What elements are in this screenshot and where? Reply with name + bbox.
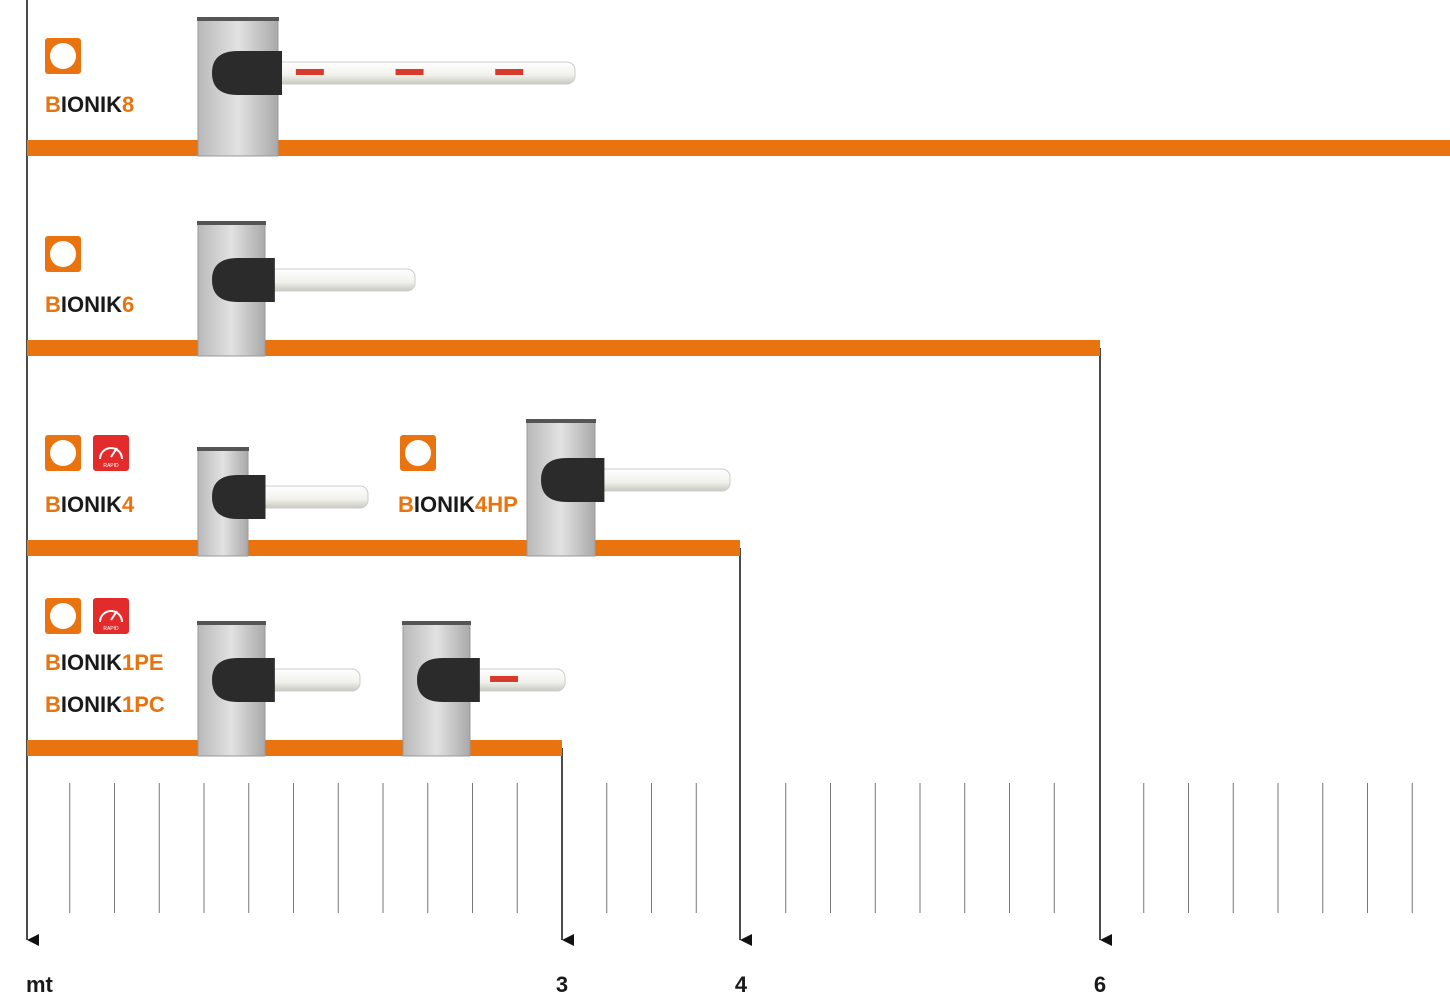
product-name: BIONIK1PC bbox=[45, 692, 165, 717]
feature-icon bbox=[400, 435, 436, 471]
scale-label: 6 bbox=[1094, 972, 1106, 997]
name-part: 6 bbox=[122, 292, 134, 317]
arm-reflector bbox=[490, 676, 519, 682]
barrier-cap bbox=[402, 621, 471, 625]
feature-icon bbox=[45, 435, 81, 471]
barrier-motor bbox=[212, 258, 275, 302]
barrier-motor bbox=[541, 458, 605, 502]
name-part: B bbox=[398, 492, 414, 517]
name-part: B bbox=[45, 650, 61, 675]
icon-bg bbox=[93, 435, 129, 471]
icon-circle bbox=[50, 241, 76, 267]
rapid-icon: RAPID bbox=[93, 598, 129, 634]
length-bar bbox=[27, 540, 740, 556]
icon-bg bbox=[93, 598, 129, 634]
name-part: IONIK bbox=[61, 692, 122, 717]
length-bar bbox=[27, 740, 562, 756]
name-part: IONIK bbox=[61, 92, 122, 117]
badge-text: RAPID bbox=[103, 626, 119, 632]
barrier-image bbox=[197, 17, 576, 157]
barrier-image bbox=[197, 221, 416, 357]
barrier-motor bbox=[417, 658, 480, 702]
rapid-icon: RAPID bbox=[93, 435, 129, 471]
name-part: IONIK bbox=[61, 492, 122, 517]
feature-icon bbox=[45, 38, 81, 74]
length-bar bbox=[27, 340, 1100, 356]
barrier-cap bbox=[197, 447, 249, 451]
name-part: B bbox=[45, 92, 61, 117]
product-name: BIONIK6 bbox=[45, 292, 134, 317]
name-part: B bbox=[45, 492, 61, 517]
gauge-needle bbox=[110, 610, 118, 621]
name-part: 1PE bbox=[122, 650, 164, 675]
arm-reflector bbox=[295, 69, 324, 75]
scale-label: 3 bbox=[556, 972, 568, 997]
length-bar bbox=[27, 140, 1450, 156]
gauge bbox=[99, 447, 123, 460]
icon-circle bbox=[50, 603, 76, 629]
barrier-image bbox=[197, 447, 369, 557]
barrier-cap bbox=[526, 419, 596, 423]
icon-circle bbox=[50, 440, 76, 466]
scale-unit: mt bbox=[26, 972, 54, 997]
barrier-cap bbox=[197, 17, 279, 21]
product-name: BIONIK8 bbox=[45, 92, 134, 117]
name-part: B bbox=[45, 692, 61, 717]
gauge bbox=[99, 610, 123, 623]
feature-icon bbox=[45, 236, 81, 272]
name-part: IONIK bbox=[414, 492, 475, 517]
product-name: BIONIK1PE bbox=[45, 650, 164, 675]
product-name: BIONIK4 bbox=[45, 492, 135, 517]
barrier-image bbox=[197, 621, 361, 757]
arm-reflector bbox=[495, 69, 524, 75]
name-part: IONIK bbox=[61, 650, 122, 675]
barrier-motor bbox=[212, 658, 275, 702]
barrier-image bbox=[526, 419, 731, 557]
name-part: B bbox=[45, 292, 61, 317]
name-part: 4HP bbox=[475, 492, 518, 517]
barrier-image bbox=[402, 621, 566, 757]
icon-circle bbox=[50, 43, 76, 69]
barrier-cap bbox=[197, 621, 266, 625]
gauge-needle bbox=[110, 447, 118, 458]
barrier-motor bbox=[212, 475, 266, 519]
name-part: 4 bbox=[122, 492, 135, 517]
scale-label: 4 bbox=[735, 972, 748, 997]
badge-text: RAPID bbox=[103, 463, 119, 469]
icon-circle bbox=[405, 440, 431, 466]
name-part: 8 bbox=[122, 92, 134, 117]
name-part: IONIK bbox=[61, 292, 122, 317]
barrier-cap bbox=[197, 221, 266, 225]
name-part: 1PC bbox=[122, 692, 165, 717]
product-name: BIONIK4HP bbox=[398, 492, 518, 517]
feature-icon bbox=[45, 598, 81, 634]
arm-reflector bbox=[395, 69, 424, 75]
barrier-motor bbox=[212, 51, 282, 95]
